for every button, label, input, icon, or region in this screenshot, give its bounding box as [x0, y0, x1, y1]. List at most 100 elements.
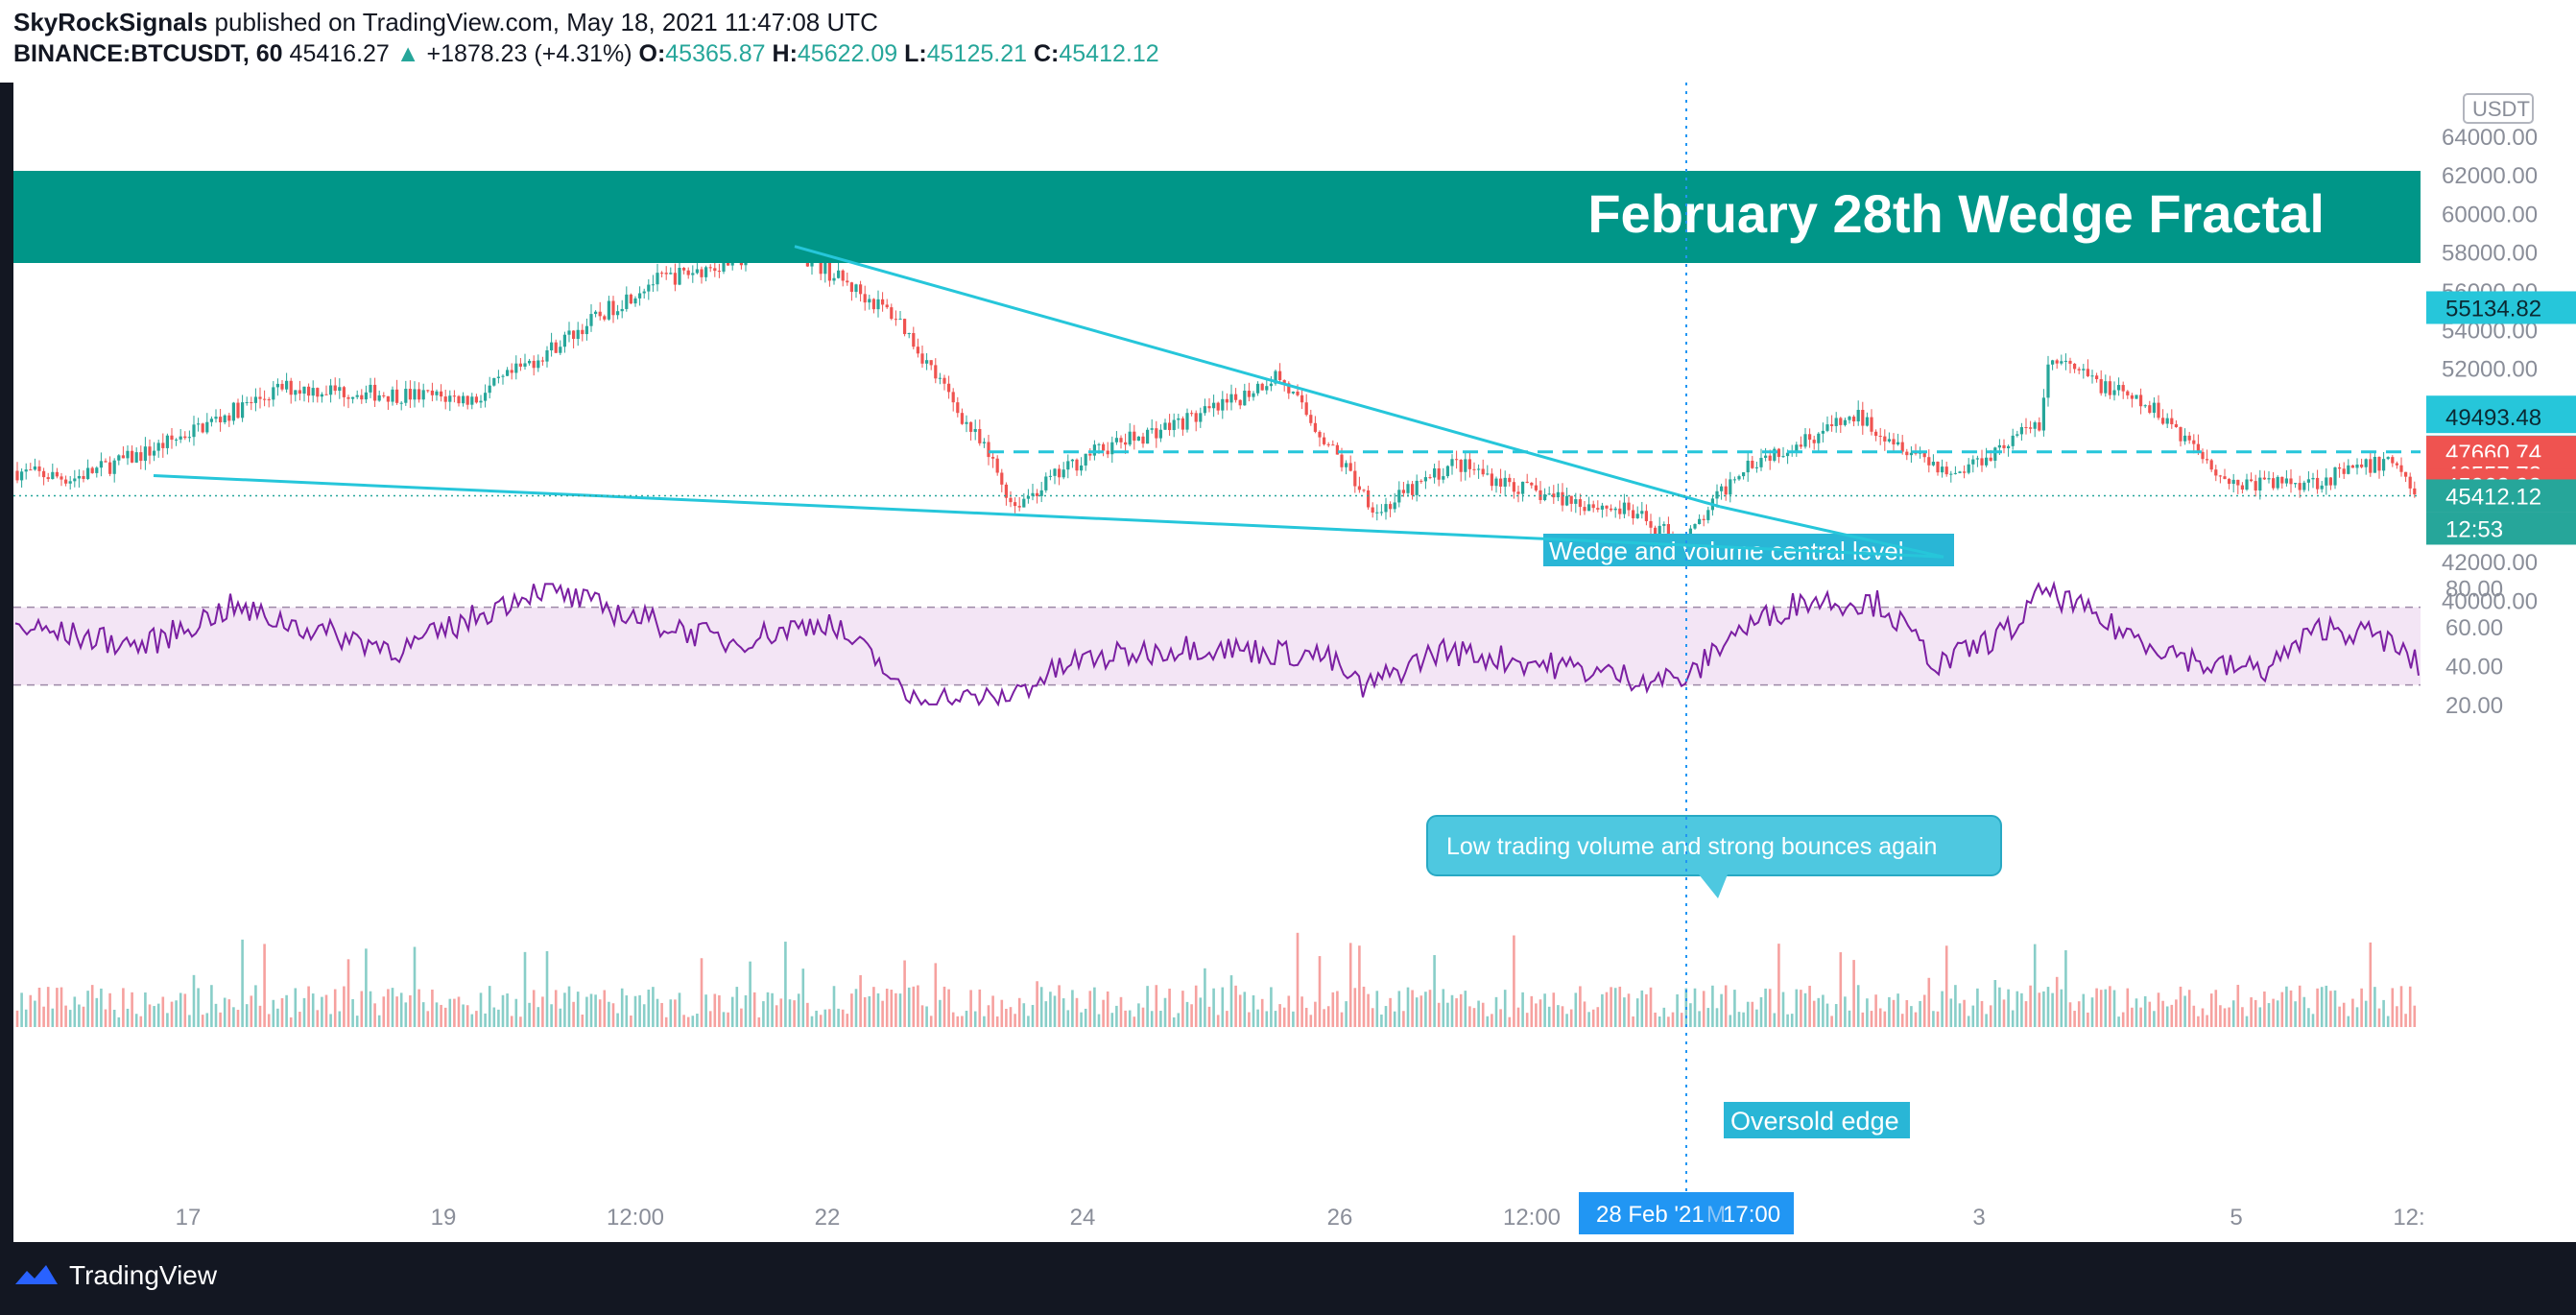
y-tick-label: 40000.00 [2442, 589, 2538, 615]
volume-bar [2051, 992, 2054, 1027]
volume-bar [965, 1011, 968, 1027]
volume-bar [404, 1002, 408, 1027]
candle-body [192, 424, 196, 438]
volume-bar [2179, 986, 2182, 1027]
volume-bar [1486, 1016, 1490, 1027]
candle-body [1971, 459, 1975, 465]
candle-body [298, 390, 301, 394]
volume-bar [1800, 990, 1802, 1027]
volume-bar [24, 1009, 28, 1027]
candle-body [219, 417, 223, 422]
candle-body [1494, 478, 1498, 487]
candle-body [1812, 440, 1816, 443]
candle-body [1340, 454, 1344, 467]
publisher-name[interactable]: SkyRockSignals [13, 8, 208, 36]
candle-body [1331, 444, 1335, 446]
volume-bar [413, 946, 417, 1027]
central-level-label-bg [1543, 534, 1954, 566]
volume-bar [2250, 997, 2253, 1027]
candle-body [294, 390, 298, 395]
candle-body [1574, 499, 1578, 504]
volume-bar [245, 1004, 249, 1027]
candle-body [440, 391, 443, 397]
candle-body [942, 377, 946, 384]
volume-bar [872, 987, 875, 1027]
volume-bar [545, 950, 549, 1027]
candle-body [1177, 418, 1181, 420]
candle-body [1931, 462, 1935, 466]
volume-note-pointer [1699, 874, 1728, 898]
candle-body [1698, 518, 1702, 525]
volume-bar [1878, 1008, 1882, 1027]
volume-bar [1591, 1009, 1595, 1027]
candle-body [1442, 476, 1445, 480]
candle-body [2055, 360, 2059, 364]
candle-body [704, 267, 708, 277]
candle-body [197, 423, 201, 425]
volume-bar [395, 996, 398, 1027]
volume-bar [2153, 1011, 2156, 1027]
candle-body [537, 360, 540, 369]
candle-body [1389, 504, 1393, 510]
candle-body [209, 418, 213, 422]
x-tick-label: 12: [2393, 1205, 2424, 1231]
volume-bar [532, 990, 536, 1027]
candle-body [37, 466, 41, 471]
candle-body [695, 269, 699, 274]
candle-body [324, 394, 328, 395]
oversold-label: Oversold edge [1730, 1107, 1899, 1136]
volume-bar [1927, 977, 1931, 1027]
volume-bar [2015, 991, 2019, 1027]
candle-body [973, 428, 977, 432]
candle-body [2104, 381, 2108, 394]
volume-bar [2231, 1000, 2235, 1027]
candle-body [1878, 436, 1882, 438]
volume-bar [1061, 998, 1065, 1027]
volume-bar [890, 990, 894, 1027]
volume-bar [1238, 994, 1242, 1027]
volume-bar [674, 999, 677, 1027]
volume-bar [289, 1016, 293, 1027]
volume-bar [1530, 995, 1534, 1027]
price-axis[interactable] [2421, 83, 2576, 1242]
candle-body [1000, 472, 1004, 485]
volume-bar [272, 999, 275, 1027]
candle-body [2161, 418, 2165, 424]
candle-body [1124, 442, 1128, 445]
volume-bar [1830, 1016, 1833, 1027]
candle-body [382, 394, 386, 396]
candle-body [2051, 360, 2055, 365]
candle-body [1133, 431, 1136, 442]
volume-bar [1976, 988, 1979, 1027]
candle-body [1724, 486, 1728, 495]
volume-bar [321, 996, 323, 1027]
volume-bar [1623, 997, 1626, 1027]
candle-body [148, 446, 152, 456]
volume-bar [2386, 1016, 2390, 1027]
volume-bar [2126, 988, 2130, 1027]
candle-body [938, 377, 942, 379]
candle-body [1610, 508, 1613, 511]
candle-body [346, 396, 350, 399]
candle-body [562, 334, 566, 347]
volume-bar [1097, 1014, 1101, 1027]
volume-bar [691, 1016, 695, 1027]
volume-bar [188, 1015, 191, 1027]
tradingview-logo[interactable]: TradingView [13, 1260, 217, 1291]
candle-body [1106, 450, 1109, 455]
candle-body [104, 461, 107, 463]
candle-body [1874, 431, 1878, 437]
volume-bar [1027, 1016, 1030, 1027]
candle-body [2262, 477, 2266, 480]
candle-body [231, 402, 235, 421]
volume-bar [1229, 975, 1233, 1027]
candle-body [1252, 393, 1255, 397]
volume-bar [603, 990, 607, 1027]
volume-bar [969, 990, 972, 1027]
candle-body [1825, 424, 1829, 431]
volume-bar [656, 998, 659, 1027]
volume-bar [1596, 1007, 1600, 1027]
candle-body [1256, 383, 1260, 394]
candle-body [2086, 369, 2089, 376]
